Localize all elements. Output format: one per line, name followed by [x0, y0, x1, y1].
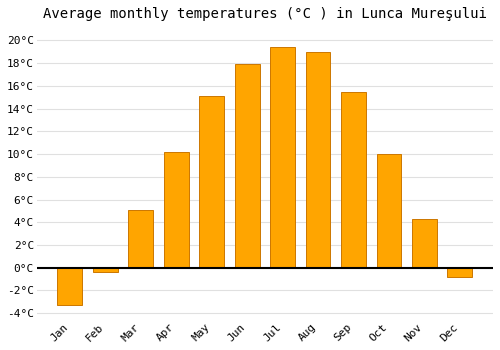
Bar — [93, 268, 118, 272]
Bar — [164, 152, 188, 268]
Bar — [448, 268, 472, 277]
Title: Average monthly temperatures (°C ) in Lunca Mureşului: Average monthly temperatures (°C ) in Lu… — [43, 7, 487, 21]
Bar — [58, 268, 82, 305]
Bar — [235, 64, 260, 268]
Bar — [341, 92, 366, 268]
Bar — [270, 47, 295, 268]
Bar — [376, 154, 402, 268]
Bar — [128, 210, 153, 268]
Bar — [200, 96, 224, 268]
Bar — [306, 52, 330, 268]
Bar — [412, 219, 437, 268]
